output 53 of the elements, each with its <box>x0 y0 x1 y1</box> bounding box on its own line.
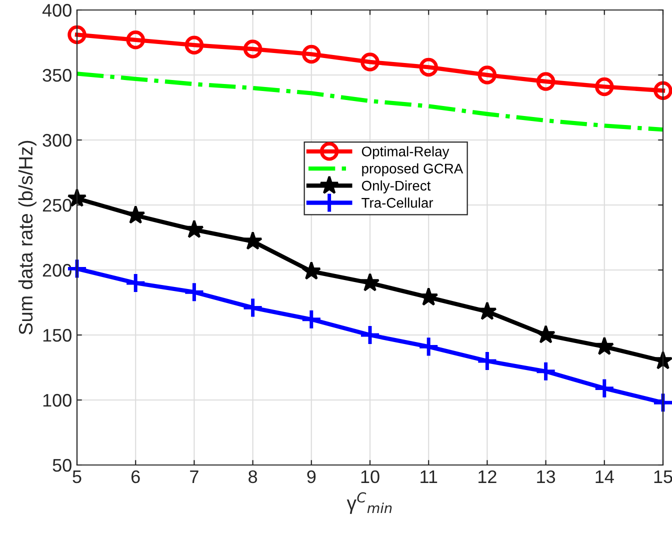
point <box>302 44 321 64</box>
point <box>126 30 145 50</box>
x-tick-label: 9 <box>307 470 316 484</box>
x-axis-title: γ$^{C}$$_{min}$ <box>346 492 392 514</box>
x-tick-label: 10 <box>361 470 380 484</box>
legend-label: Tra-Cellular <box>362 198 434 208</box>
point <box>419 58 438 77</box>
x-tick-label: 6 <box>131 470 140 484</box>
x-tick-label: 14 <box>596 470 614 483</box>
point <box>242 296 264 318</box>
legend-label: Only-Direct <box>362 180 431 194</box>
y-tick-label: 300 <box>42 134 72 147</box>
point <box>124 272 146 294</box>
y-tick-label: 50 <box>52 458 72 472</box>
x-tick-label: 8 <box>248 470 258 484</box>
point <box>536 324 556 344</box>
x-tick-label: 12 <box>478 470 496 483</box>
point <box>594 378 616 400</box>
point <box>594 336 614 356</box>
x-tick-label: 7 <box>190 470 198 483</box>
point <box>535 360 557 382</box>
y-tick-label: 250 <box>42 198 72 212</box>
point <box>418 336 440 358</box>
point <box>184 220 204 238</box>
legend-label: proposed GCRA <box>362 163 464 176</box>
point <box>595 77 614 96</box>
legend-label: Optimal-Relay <box>362 146 450 160</box>
y-tick-label: 100 <box>43 394 72 407</box>
line-series <box>74 72 666 132</box>
y-tick-label: 350 <box>42 68 72 82</box>
point <box>300 308 322 330</box>
point <box>68 25 86 44</box>
point <box>654 81 672 100</box>
point <box>476 350 498 372</box>
y-axis-title: Sum data rate (b/s/Hz) <box>18 140 36 334</box>
point <box>183 281 205 303</box>
point <box>243 40 262 58</box>
point <box>360 272 380 292</box>
point <box>360 52 380 72</box>
x-tick-label: 15 <box>654 470 672 484</box>
point <box>243 231 262 250</box>
point <box>302 261 322 280</box>
x-tick-label: 5 <box>72 470 82 484</box>
point <box>536 72 556 91</box>
point <box>359 324 381 346</box>
point <box>184 36 204 54</box>
point <box>478 66 497 84</box>
x-tick-label: 13 <box>537 470 556 484</box>
y-tick-label: 200 <box>42 264 72 277</box>
point <box>478 302 497 320</box>
x-tick-label: 11 <box>420 470 438 483</box>
y-tick-label: 150 <box>43 328 72 342</box>
y-tick-label: 400 <box>42 4 72 17</box>
